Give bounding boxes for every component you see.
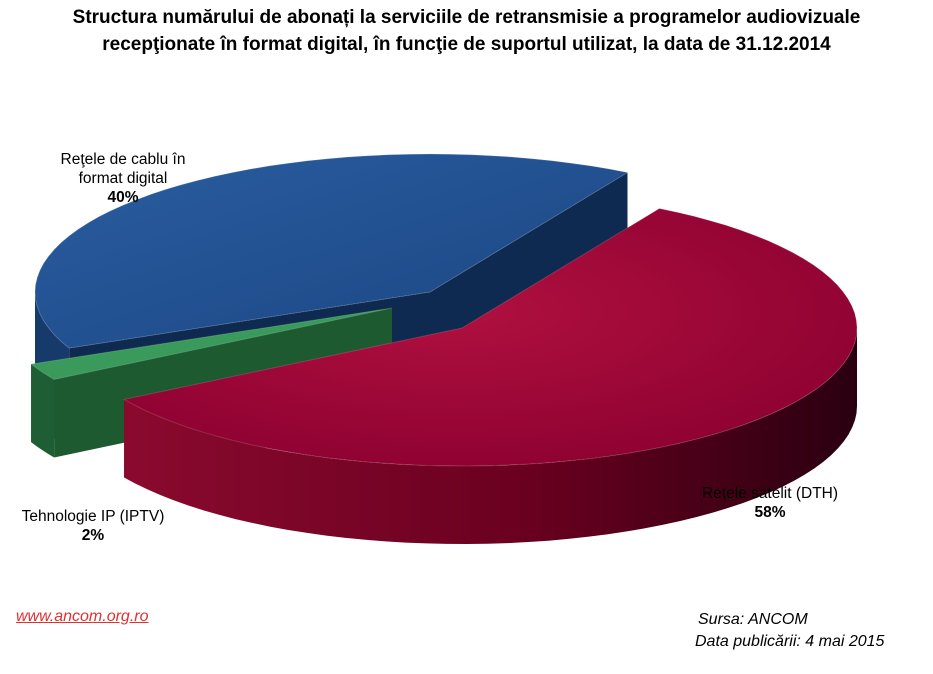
website-link[interactable]: www.ancom.org.ro: [16, 608, 149, 625]
pie-slice-iptv-cut-face-2: [31, 308, 393, 443]
label-cable-name-1: Reţele de cablu în: [60, 151, 186, 168]
label-satellite-percent: 58%: [754, 504, 786, 521]
pie-slice-satellite-top: [122, 207, 858, 467]
pie-slice-iptv-side-1: [31, 364, 55, 458]
label-cable-percent: 40%: [107, 189, 139, 206]
label-iptv: Tehnologie IP (IPTV) 2%: [8, 507, 178, 545]
pie-slice-cable-top: [34, 153, 629, 349]
chart-title-line-2: recepţionate în format digital, în funcţ…: [102, 34, 831, 55]
label-iptv-percent: 2%: [81, 527, 105, 544]
publication-date: Data publicării: 4 mai 2015: [695, 633, 885, 650]
source-text: Sursa: ANCOM: [698, 611, 808, 628]
label-satellite: Reţele satelit (DTH) 58%: [680, 484, 860, 522]
pie-slice-satellite-side-1: [124, 328, 858, 544]
source-note: Sursa: ANCOM Data publicării: 4 mai 2015: [695, 609, 885, 653]
label-cable: Reţele de cablu în format digital 40%: [38, 150, 208, 207]
pie-slice-satellite: [122, 207, 858, 544]
pie-slice-iptv-top: [29, 307, 393, 381]
label-satellite-name: Reţele satelit (DTH): [701, 485, 839, 502]
label-cable-name-2: format digital: [78, 170, 168, 187]
label-iptv-name: Tehnologie IP (IPTV): [21, 508, 165, 525]
chart-title-line-1: Structura numărului de abonați la servic…: [72, 7, 861, 28]
chart-title: Structura numărului de abonați la servic…: [0, 4, 933, 58]
